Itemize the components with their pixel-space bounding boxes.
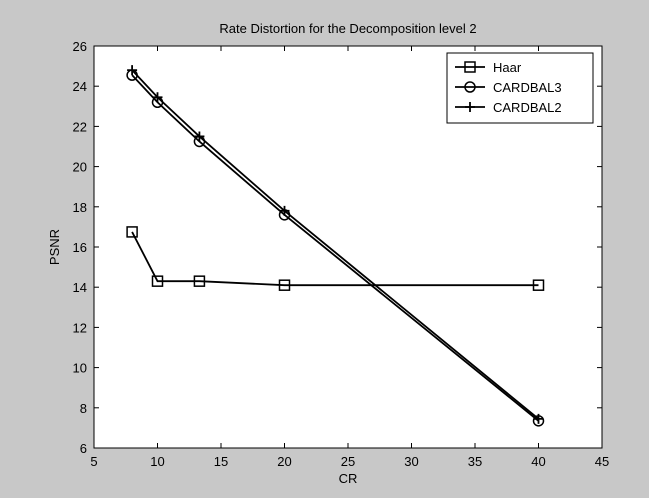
data-point-haar [532,279,545,291]
y-tick-label: 24 [73,79,87,94]
y-axis-label: PSNR [47,229,62,265]
data-point-haar [193,275,206,287]
data-point-cardbal2 [127,65,138,76]
x-tick-label: 20 [277,454,291,469]
y-tick-label: 12 [73,320,87,335]
series-layer [126,65,545,427]
legend-label-haar: Haar [493,60,522,75]
data-point-cardbal2 [279,205,290,216]
series-line-haar [131,231,539,287]
axes-ticks: 5 10 15 20 25 30 35 40 45 6 8 10 12 14 16 18 20 22 24 26 [73,39,610,469]
legend-marker-cardbal2 [465,102,475,112]
data-point-haar [151,275,164,287]
x-tick-label: 15 [214,454,228,469]
data-point-cardbal2 [194,131,205,142]
y-tick-label: 18 [73,200,87,215]
legend: Haar CARDBAL3 CARDBAL2 [446,52,594,124]
legend-marker-haar [464,61,476,73]
data-point-cardbal2 [533,413,544,424]
x-tick-label: 25 [341,454,355,469]
x-tick-label: 35 [468,454,482,469]
x-tick-label: 40 [531,454,545,469]
y-tick-label: 16 [73,240,87,255]
y-tick-label: 8 [80,401,87,416]
x-tick-label: 5 [90,454,97,469]
series-haar [126,226,545,291]
x-tick-label: 10 [150,454,164,469]
x-axis-label: CR [339,471,358,486]
y-tick-label: 10 [73,361,87,376]
data-point-haar [126,226,138,238]
y-tick-label: 20 [73,160,87,175]
legend-box [446,52,594,124]
series-line-cardbal3 [131,74,540,422]
data-point-haar [278,279,291,291]
y-tick-label: 22 [73,119,87,134]
legend-marker-cardbal3 [464,81,476,93]
chart-title: Rate Distortion for the Decomposition le… [219,21,476,36]
x-tick-label: 30 [404,454,418,469]
y-tick-label: 6 [80,441,87,456]
data-point-cardbal2 [152,92,163,103]
legend-label-cardbal2: CARDBAL2 [493,100,562,115]
y-tick-label: 14 [73,280,87,295]
series-cardbal2 [127,65,544,424]
legend-label-cardbal3: CARDBAL3 [493,80,562,95]
y-tick-label: 26 [73,39,87,54]
x-tick-label: 45 [595,454,609,469]
